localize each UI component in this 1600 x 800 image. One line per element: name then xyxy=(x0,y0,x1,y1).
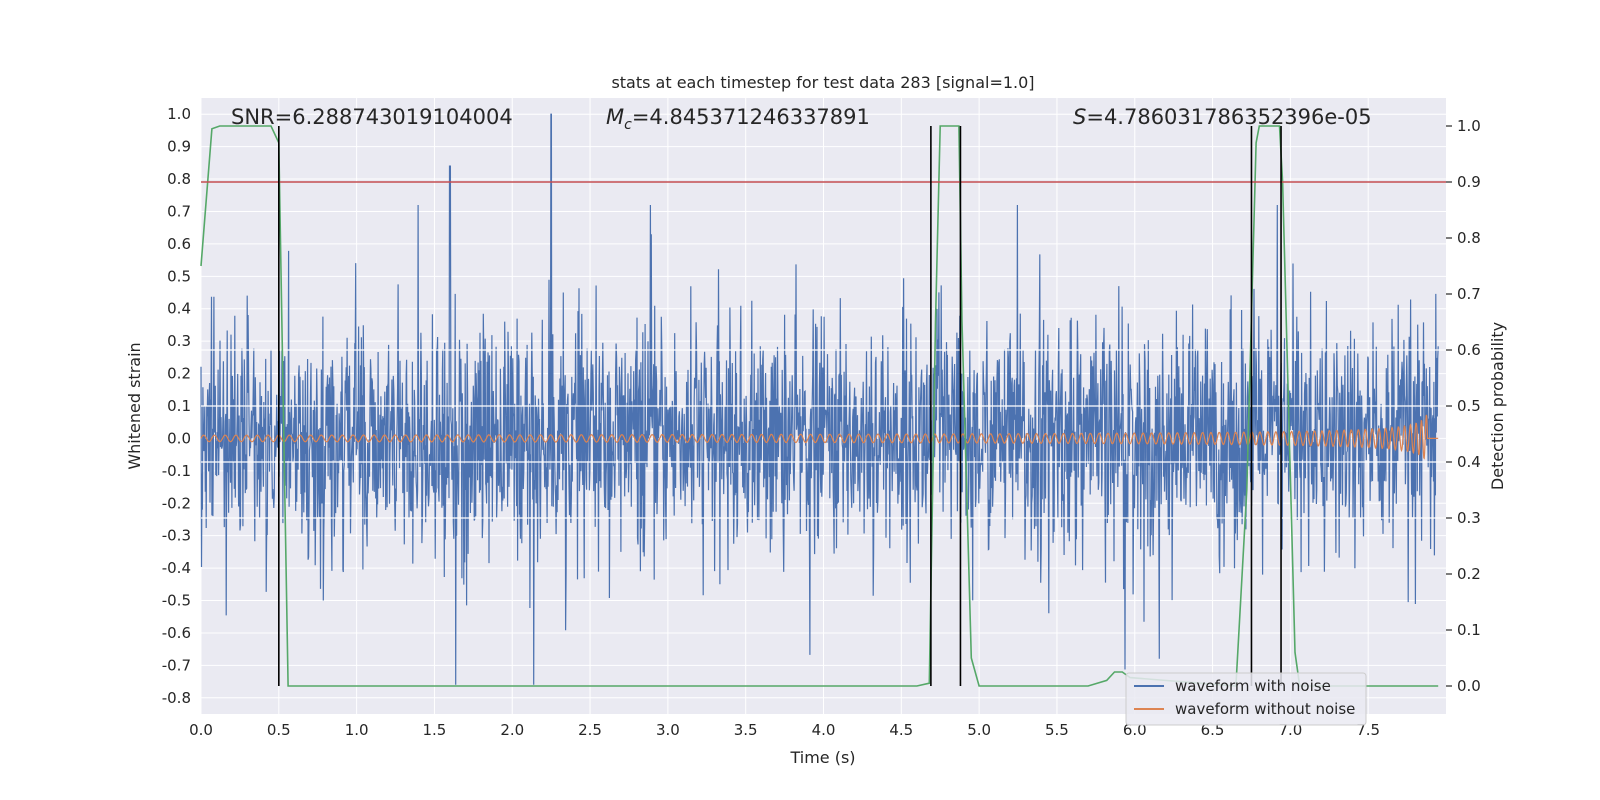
y-tick-label: 0.4 xyxy=(167,300,191,318)
x-tick-label: 4.5 xyxy=(889,721,913,739)
y2-tick-label: 0.4 xyxy=(1457,453,1481,471)
chirp-mass-value: =4.845371246337891 xyxy=(632,105,870,129)
chirp-mass-symbol: M xyxy=(606,105,624,129)
probability-path xyxy=(200,125,1439,687)
legend: waveform with noise waveform without noi… xyxy=(1125,672,1367,726)
y2-tick-label: 0.8 xyxy=(1457,229,1481,247)
y-tick-label: 1.0 xyxy=(167,105,191,123)
y-tick-label: 0.0 xyxy=(167,429,191,447)
chirp-mass-subscript: c xyxy=(624,117,632,133)
y-tick-label: 0.3 xyxy=(167,332,191,350)
y2-tick-label: 0.1 xyxy=(1457,621,1481,639)
y-tick-label: 0.7 xyxy=(167,202,191,220)
x-tick-label: 5.5 xyxy=(1045,721,1069,739)
y-tick-label: 0.2 xyxy=(167,365,191,383)
y2-tick-label: 0.0 xyxy=(1457,677,1481,695)
series-waveform-without-noise xyxy=(200,414,1439,460)
legend-label-clean: waveform without noise xyxy=(1175,700,1355,718)
y-tick-label: 0.1 xyxy=(167,397,191,415)
legend-box xyxy=(1125,672,1367,726)
y-tick-label: -0.8 xyxy=(162,689,191,707)
x-tick-label: 4.0 xyxy=(812,721,836,739)
x-axis-ticks: 0.0 0.5 1.0 1.5 2.0 2.5 3.0 3.5 4.0 4.5 5.0 5.5 6.0 6… xyxy=(189,721,1380,739)
y2-tick-label: 1.0 xyxy=(1457,117,1481,135)
y-tick-label: -0.3 xyxy=(162,527,191,545)
chart-title: stats at each timestep for test data 283… xyxy=(611,73,1034,92)
y-tick-label: 0.6 xyxy=(167,235,191,253)
x-tick-label: 0.5 xyxy=(267,721,291,739)
x-axis-title: Time (s) xyxy=(789,748,855,767)
y2-axis-title: Detection probability xyxy=(1488,322,1507,490)
y2-tick-label: 0.5 xyxy=(1457,397,1481,415)
s-value: =4.786031786352396e-05 xyxy=(1086,105,1371,129)
y-tick-label: -0.1 xyxy=(162,462,191,480)
y-tick-label: -0.4 xyxy=(162,559,191,577)
y-tick-label: -0.2 xyxy=(162,494,191,512)
y-tick-label: 0.5 xyxy=(167,267,191,285)
y-tick-label: -0.5 xyxy=(162,592,191,610)
x-tick-label: 2.0 xyxy=(500,721,524,739)
snr-annotation: SNR=6.288743019104004 xyxy=(231,105,513,129)
y-tick-label: 0.9 xyxy=(167,138,191,156)
y2-tick-label: 0.7 xyxy=(1457,285,1481,303)
x-tick-label: 3.5 xyxy=(734,721,758,739)
series-detection-probability xyxy=(200,125,1439,687)
y2-tick-label: 0.3 xyxy=(1457,509,1481,527)
y-tick-label: -0.6 xyxy=(162,624,191,642)
chirp-mass-annotation: Mc=4.845371246337891 xyxy=(606,105,870,133)
y-axis-ticks: 1.0 0.9 0.8 0.7 0.6 0.5 0.4 0.3 0.2 0.1 0.0 -0.1 -0.… xyxy=(162,105,191,707)
y-axis-title: Whitened strain xyxy=(125,342,144,469)
y2-tick-label: 0.6 xyxy=(1457,341,1481,359)
right-axis-gridlines xyxy=(201,349,1446,519)
y-tick-label: 0.8 xyxy=(167,170,191,188)
y2-tick-label: 0.9 xyxy=(1457,173,1481,191)
legend-label-noise: waveform with noise xyxy=(1175,677,1331,695)
y-tick-label: -0.7 xyxy=(162,656,191,674)
noise-waveform-path xyxy=(200,113,1439,685)
s-symbol: S xyxy=(1073,105,1086,129)
y2-tick-label: 0.2 xyxy=(1457,565,1481,583)
y2-axis-ticks: 1.0 0.9 0.8 0.7 0.6 0.5 0.4 0.3 0.2 0.1 0.0 xyxy=(1446,117,1481,695)
x-tick-label: 1.5 xyxy=(423,721,447,739)
x-tick-label: 5.0 xyxy=(967,721,991,739)
series-waveform-with-noise xyxy=(200,113,1439,685)
detection-markers xyxy=(278,126,1282,686)
s-annotation: S=4.786031786352396e-05 xyxy=(1073,105,1372,129)
x-tick-label: 3.0 xyxy=(656,721,680,739)
clean-waveform-path xyxy=(200,414,1439,460)
x-tick-label: 1.0 xyxy=(345,721,369,739)
x-tick-label: 0.0 xyxy=(189,721,213,739)
x-tick-label: 2.5 xyxy=(578,721,602,739)
